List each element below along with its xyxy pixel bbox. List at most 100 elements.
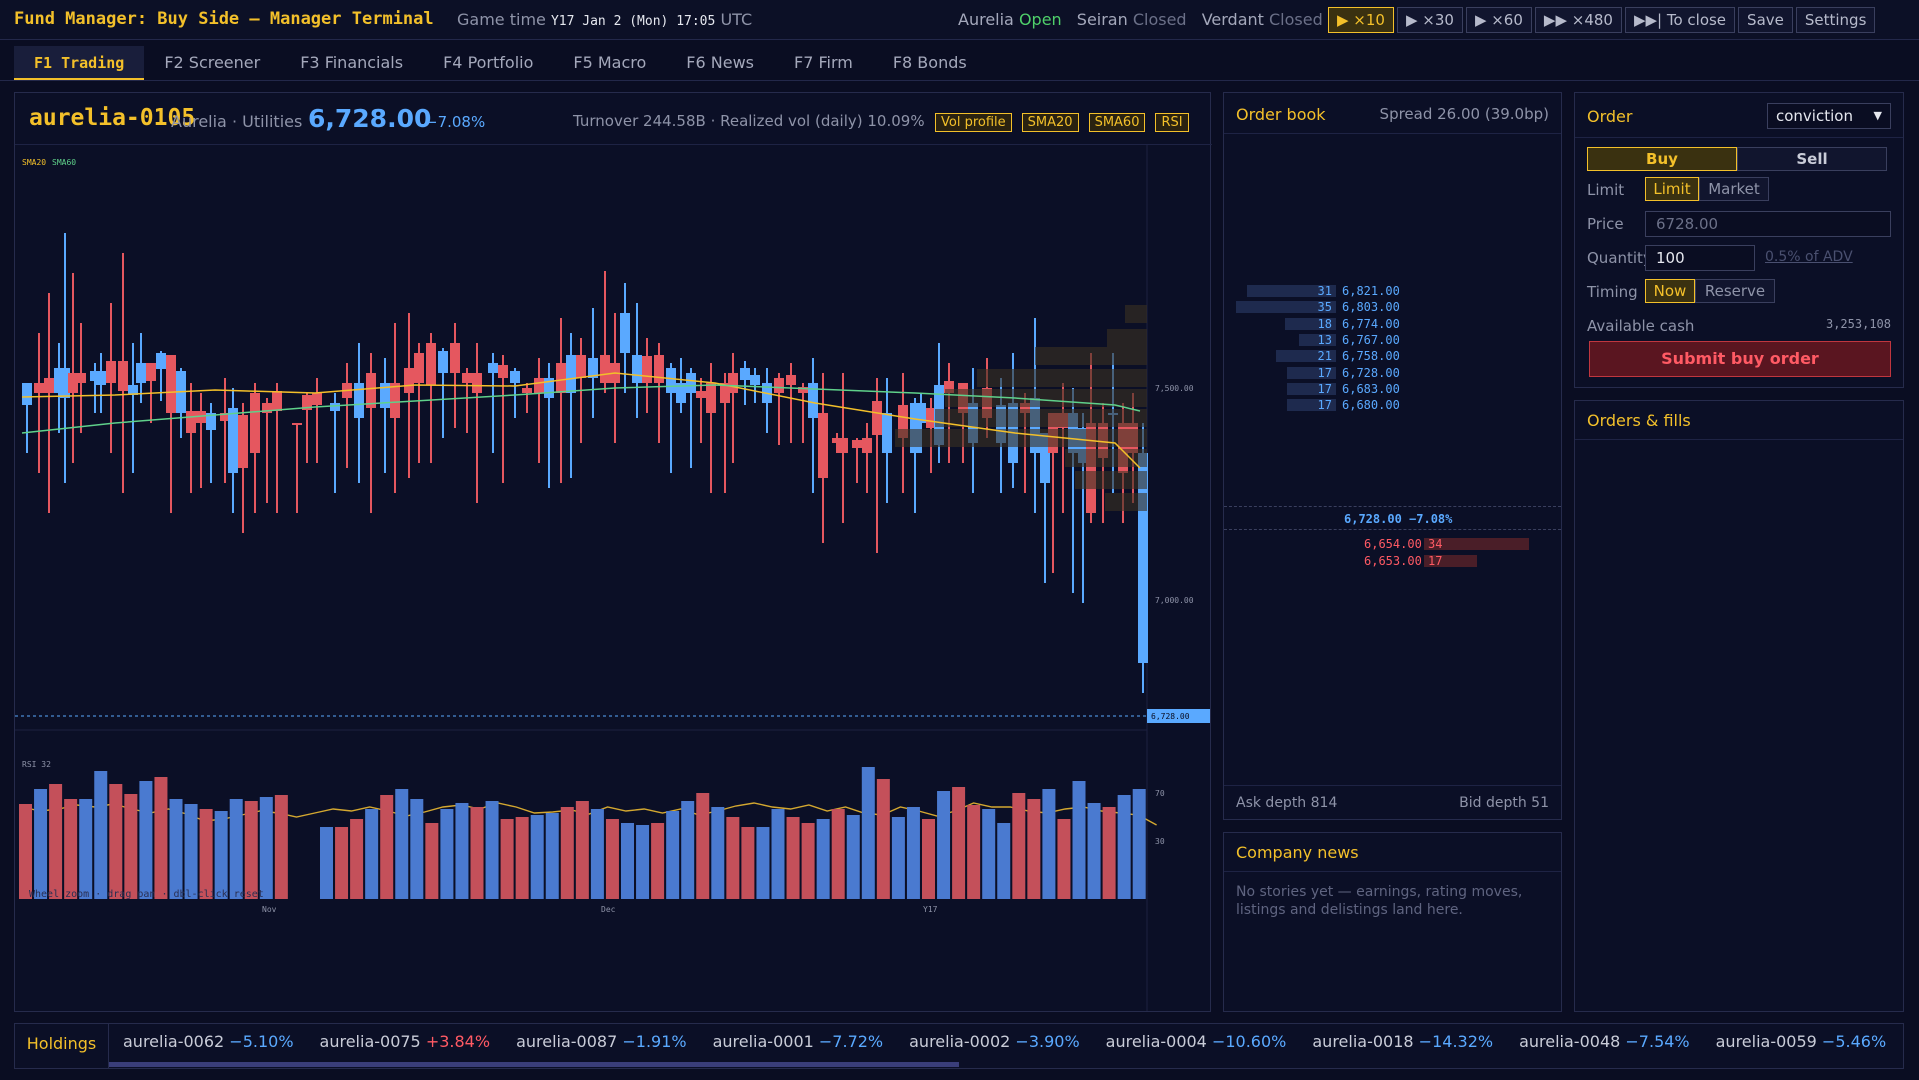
x-axis-label: Dec — [601, 905, 616, 914]
order-book-bid-row[interactable]: 17 6,683.00 — [1224, 381, 1561, 399]
tab-trading[interactable]: F1 Trading — [14, 46, 145, 80]
market-aurelia: Aurelia Open — [958, 10, 1062, 29]
holding-item[interactable]: aurelia-0062 −5.10% — [123, 1032, 294, 1051]
candle-body — [60, 368, 70, 398]
order-book-bid-row[interactable]: 17 6,680.00 — [1224, 397, 1561, 415]
volume-bar — [34, 789, 48, 899]
app-title: Fund Manager: Buy Side — Manager Termina… — [14, 9, 434, 29]
order-book-bid-row[interactable]: 13 6,767.00 — [1224, 332, 1561, 350]
tab-firm[interactable]: F7 Firm — [793, 53, 853, 72]
volume-bar — [1132, 789, 1146, 899]
volume-bar — [184, 804, 198, 899]
sell-button[interactable]: Sell — [1737, 147, 1887, 171]
volume-bar — [1072, 781, 1086, 899]
volume-profile-bar — [1105, 493, 1147, 511]
price-chart[interactable]: SMA20 SMA60 7,500.00 7,000.00 6,728.00 RSI 32… — [15, 145, 1210, 1011]
volume-bar — [455, 803, 469, 899]
candle-body — [330, 403, 340, 411]
bid-depth-bar — [1287, 382, 1336, 395]
timing-reserve-button[interactable]: Reserve — [1695, 279, 1775, 303]
rsi-label: RSI 32 — [22, 760, 51, 769]
holding-item[interactable]: aurelia-0059 −5.46% — [1715, 1032, 1887, 1051]
settings-button[interactable]: Settings — [1795, 7, 1876, 33]
tab-screener[interactable]: F2 Screener — [164, 53, 261, 72]
buy-button[interactable]: Buy — [1587, 147, 1737, 171]
order-title: Order — [1587, 107, 1633, 126]
order-book-ask-row[interactable]: 6,653.00 17 — [1224, 553, 1561, 571]
volume-bar — [1102, 807, 1116, 899]
volume-profile-bar — [895, 429, 1147, 447]
holding-item[interactable]: aurelia-0087 −1.91% — [516, 1032, 687, 1051]
candle-body — [686, 373, 696, 393]
bid-depth-bar — [1236, 301, 1336, 314]
vol-profile-toggle[interactable]: Vol profile — [935, 113, 1012, 132]
tab-news[interactable]: F6 News — [686, 53, 754, 72]
order-book-ask-row[interactable]: 6,654.00 34 — [1224, 536, 1561, 554]
volume-bar — [440, 809, 454, 899]
to-close-button[interactable]: ▶▶| To close — [1624, 7, 1736, 33]
holding-item[interactable]: aurelia-0004 −10.60% — [1105, 1032, 1287, 1051]
candle-body — [642, 356, 652, 383]
candle-body — [498, 365, 508, 378]
candle-body — [220, 413, 230, 421]
holding-item[interactable]: aurelia-0001 −7.72% — [712, 1032, 884, 1051]
volume-bar — [786, 817, 800, 899]
order-book-bid-row[interactable]: 31 6,821.00 — [1224, 283, 1561, 301]
candle-body — [22, 383, 32, 405]
candle-body — [228, 408, 238, 473]
volume-bar — [124, 794, 138, 899]
volume-bar — [651, 823, 665, 899]
volume-bar — [380, 795, 394, 899]
order-book-bid-row[interactable]: 35 6,803.00 — [1224, 299, 1561, 317]
timing-label: Timing — [1587, 283, 1638, 301]
candle-body — [944, 381, 954, 393]
sma20-toggle[interactable]: SMA20 — [1021, 113, 1079, 132]
candle-body — [262, 403, 272, 413]
timing-now-button[interactable]: Now — [1645, 279, 1695, 303]
sma60-toggle[interactable]: SMA60 — [1088, 113, 1146, 132]
tab-financials[interactable]: F3 Financials — [300, 53, 404, 72]
volume-bar — [1057, 819, 1071, 899]
ask-depth: Ask depth 814 — [1236, 795, 1338, 811]
submit-order-button[interactable]: Submit buy order — [1589, 341, 1891, 377]
holding-item[interactable]: aurelia-0018 −14.32% — [1312, 1032, 1494, 1051]
speed-x480-button[interactable]: ▶▶ ×480 — [1534, 7, 1622, 33]
candle-body — [44, 378, 54, 393]
candle-body — [898, 405, 908, 438]
order-book-bid-row[interactable]: 18 6,774.00 — [1224, 316, 1561, 334]
tab-macro[interactable]: F5 Macro — [573, 53, 647, 72]
limit-button[interactable]: Limit — [1645, 177, 1699, 201]
quantity-input[interactable]: 100 — [1645, 245, 1755, 271]
speed-x30-button[interactable]: ▶ ×30 — [1396, 7, 1463, 33]
volume-profile-bar — [1075, 471, 1147, 489]
speed-x10-button[interactable]: ▶ ×10 — [1328, 7, 1394, 33]
x-axis-label: Y17 — [923, 905, 938, 914]
speed-x60-button[interactable]: ▶ ×60 — [1465, 7, 1532, 33]
tab-bonds[interactable]: F8 Bonds — [892, 53, 967, 72]
strategy-select[interactable]: conviction ▼ — [1767, 103, 1891, 129]
bid-depth-bar — [1287, 366, 1336, 379]
tab-portfolio[interactable]: F4 Portfolio — [443, 53, 534, 72]
market-button[interactable]: Market — [1699, 177, 1769, 201]
order-book-mid: 6,728.00 −7.08% — [1344, 512, 1453, 526]
price-input[interactable]: 6728.00 — [1645, 211, 1891, 237]
bid-price: 6,728.00 — [1342, 365, 1400, 380]
game-time-value: Y17 Jan 2 (Mon) 17:05 — [550, 14, 716, 29]
holding-item[interactable]: aurelia-0002 −3.90% — [909, 1032, 1080, 1051]
candle-body — [808, 383, 818, 418]
volume-bar — [500, 819, 514, 899]
save-button[interactable]: Save — [1738, 7, 1793, 33]
candle-body — [926, 408, 936, 428]
candle-body — [1118, 423, 1128, 473]
holding-item[interactable]: aurelia-0048 −7.54% — [1519, 1032, 1690, 1051]
holding-item[interactable]: aurelia-0075 +3.84% — [319, 1032, 491, 1051]
order-book-bid-row[interactable]: 17 6,728.00 — [1224, 365, 1561, 383]
candle-body — [390, 383, 400, 418]
rsi-toggle[interactable]: RSI — [1155, 113, 1189, 132]
holdings-scrollbar[interactable] — [109, 1062, 959, 1067]
last-price: 6,728.00 — [308, 104, 432, 133]
order-book-bid-row[interactable]: 21 6,758.00 — [1224, 348, 1561, 366]
candle-body — [106, 361, 116, 383]
candle-body — [632, 355, 642, 383]
volume-bar — [1117, 795, 1131, 899]
